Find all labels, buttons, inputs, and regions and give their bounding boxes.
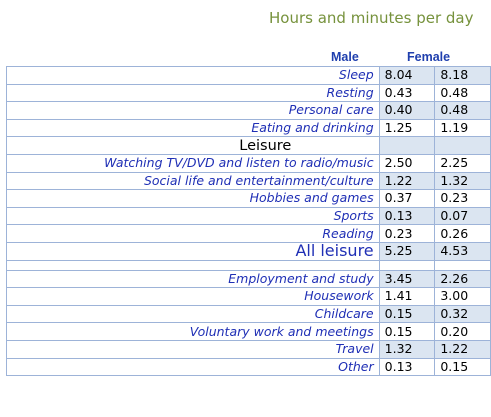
male-value: 0.15 bbox=[378, 322, 436, 341]
table-row: Hobbies and games 0.37 0.23 bbox=[6, 189, 491, 208]
row-label: Hobbies and games bbox=[6, 189, 380, 208]
male-value: 0.13 bbox=[378, 206, 436, 226]
female-value: 0.32 bbox=[434, 304, 491, 324]
table-row: Employment and study 3.45 2.26 bbox=[6, 269, 491, 289]
female-value: 0.07 bbox=[434, 206, 491, 226]
row-label: Leisure bbox=[6, 136, 380, 155]
male-value: 0.43 bbox=[378, 83, 436, 103]
table-row: Reading 0.23 0.26 bbox=[6, 224, 491, 243]
female-value: 3.00 bbox=[434, 287, 491, 306]
male-value: 1.41 bbox=[378, 287, 436, 306]
female-value: 1.32 bbox=[434, 171, 491, 191]
table-row: Childcare 0.15 0.32 bbox=[6, 304, 491, 324]
row-label bbox=[6, 259, 380, 271]
male-value: 0.15 bbox=[378, 304, 436, 324]
table-row: Social life and entertainment/culture 1.2… bbox=[6, 171, 491, 191]
row-label: All leisure bbox=[6, 241, 380, 261]
female-value: 0.15 bbox=[434, 357, 491, 377]
female-value: 0.48 bbox=[434, 83, 491, 103]
female-value: 0.23 bbox=[434, 189, 491, 208]
female-value: 1.22 bbox=[434, 339, 491, 359]
female-value bbox=[434, 259, 491, 271]
column-header-male: Male bbox=[331, 50, 359, 64]
female-value: 1.19 bbox=[434, 118, 491, 138]
female-value: 0.20 bbox=[434, 322, 491, 341]
female-value: 0.26 bbox=[434, 224, 491, 243]
row-label: Employment and study bbox=[6, 269, 380, 289]
row-label: Eating and drinking bbox=[6, 118, 380, 138]
male-value: 0.40 bbox=[378, 101, 436, 120]
table-row: Eating and drinking 1.25 1.19 bbox=[6, 118, 491, 138]
time-use-table: Sleep 8.04 8.18 Resting 0.43 0.48 Personal car… bbox=[6, 66, 491, 377]
row-label: Personal care bbox=[6, 101, 380, 120]
male-value: 0.37 bbox=[378, 189, 436, 208]
table-row: Watching TV/DVD and listen to radio/musi… bbox=[6, 153, 491, 173]
row-label: Other bbox=[6, 357, 380, 377]
row-label: Resting bbox=[6, 83, 380, 103]
row-label: Reading bbox=[6, 224, 380, 243]
male-value: 1.25 bbox=[378, 118, 436, 138]
section-row: Leisure bbox=[6, 136, 491, 155]
male-value bbox=[378, 259, 436, 271]
female-value bbox=[434, 136, 491, 155]
female-value: 8.18 bbox=[434, 66, 491, 85]
table-row: Personal care 0.40 0.48 bbox=[6, 101, 491, 120]
male-value: 0.13 bbox=[378, 357, 436, 377]
column-header-female: Female bbox=[407, 50, 451, 64]
table-row: Housework 1.41 3.00 bbox=[6, 287, 491, 306]
male-value: 5.25 bbox=[378, 241, 436, 261]
total-row: All leisure 5.25 4.53 bbox=[6, 241, 491, 261]
row-label: Watching TV/DVD and listen to radio/musi… bbox=[6, 153, 380, 173]
table-row: Sports 0.13 0.07 bbox=[6, 206, 491, 226]
table-row: Other 0.13 0.15 bbox=[6, 357, 491, 377]
table-title: Hours and minutes per day bbox=[269, 9, 474, 27]
female-value: 4.53 bbox=[434, 241, 491, 261]
row-label: Sleep bbox=[6, 66, 380, 85]
table-row: Sleep 8.04 8.18 bbox=[6, 66, 491, 85]
table-row: Travel 1.32 1.22 bbox=[6, 339, 491, 359]
row-label: Voluntary work and meetings bbox=[6, 322, 380, 341]
male-value: 3.45 bbox=[378, 269, 436, 289]
female-value: 2.26 bbox=[434, 269, 491, 289]
female-value: 2.25 bbox=[434, 153, 491, 173]
row-label: Childcare bbox=[6, 304, 380, 324]
row-label: Travel bbox=[6, 339, 380, 359]
row-label: Housework bbox=[6, 287, 380, 306]
male-value: 0.23 bbox=[378, 224, 436, 243]
table-row: Voluntary work and meetings 0.15 0.20 bbox=[6, 322, 491, 341]
male-value: 8.04 bbox=[378, 66, 436, 85]
table-row: Resting 0.43 0.48 bbox=[6, 83, 491, 103]
male-value: 1.32 bbox=[378, 339, 436, 359]
row-label: Sports bbox=[6, 206, 380, 226]
row-label: Social life and entertainment/culture bbox=[6, 171, 380, 191]
blank-row bbox=[6, 259, 491, 271]
male-value: 1.22 bbox=[378, 171, 436, 191]
female-value: 0.48 bbox=[434, 101, 491, 120]
male-value bbox=[378, 136, 436, 155]
male-value: 2.50 bbox=[378, 153, 436, 173]
